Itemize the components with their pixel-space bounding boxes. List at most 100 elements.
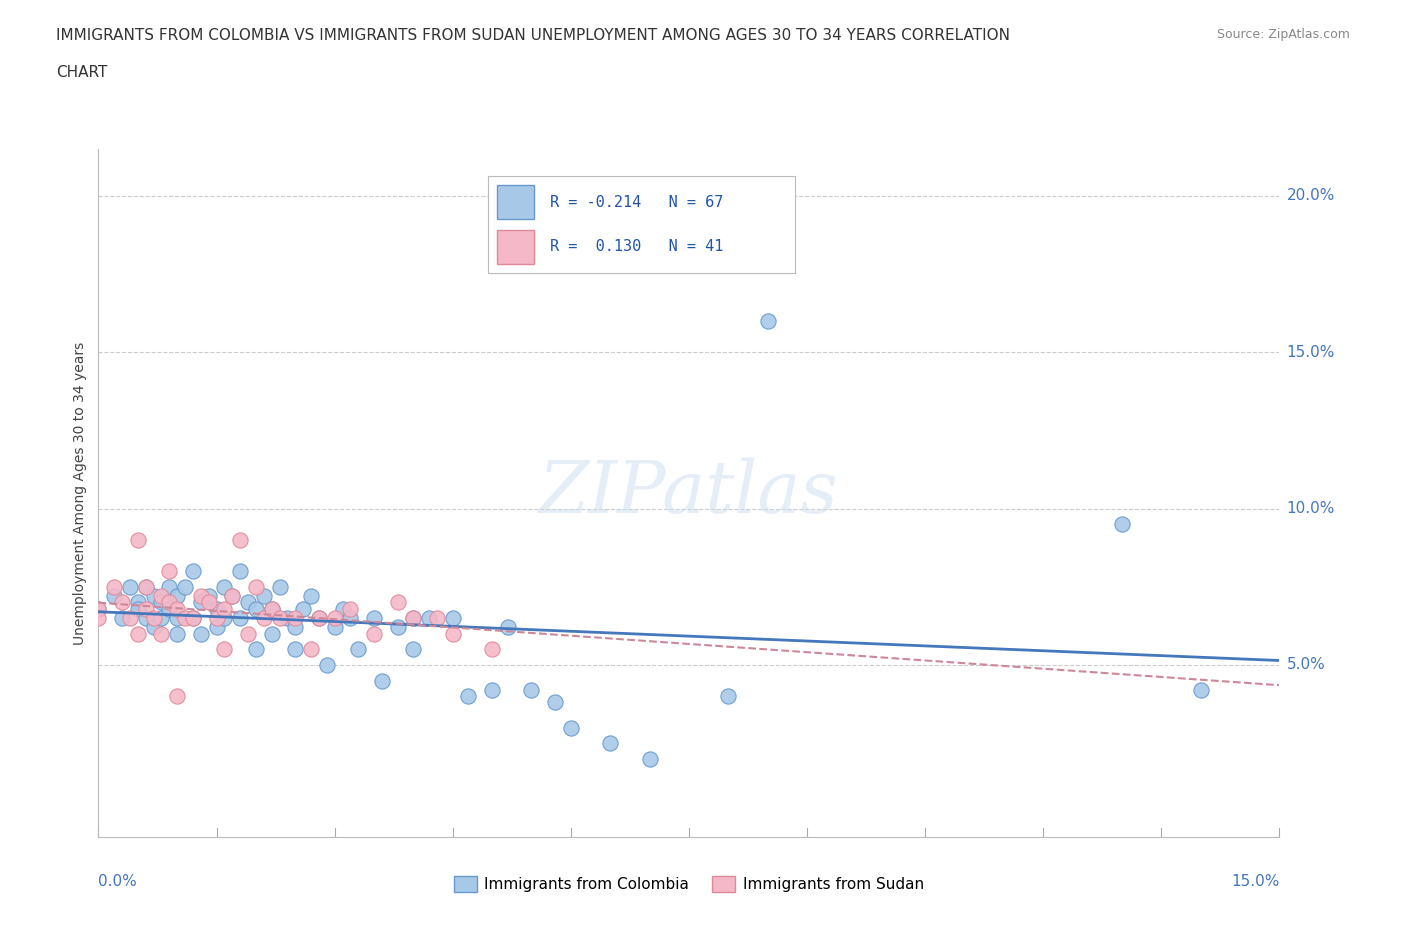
Point: [157, 601, 180, 616]
Point: [441, 626, 464, 641]
Point: [284, 642, 307, 657]
Point: [363, 611, 385, 626]
Text: 15.0%: 15.0%: [1232, 874, 1279, 889]
Point: [135, 601, 157, 616]
Point: [402, 611, 425, 626]
Point: [387, 595, 409, 610]
Point: [135, 611, 157, 626]
Point: [276, 611, 298, 626]
Point: [127, 532, 149, 547]
Point: [323, 611, 346, 626]
Point: [118, 611, 141, 626]
Point: [181, 611, 204, 626]
Point: [481, 642, 503, 657]
Point: [157, 595, 180, 610]
Point: [457, 689, 479, 704]
Point: [166, 601, 188, 616]
Point: [103, 589, 125, 604]
Point: [292, 601, 315, 616]
Point: [127, 595, 149, 610]
Point: [332, 601, 354, 616]
Point: [118, 579, 141, 594]
Point: [638, 751, 661, 766]
Point: [402, 642, 425, 657]
Point: [1189, 683, 1212, 698]
Point: [127, 601, 149, 616]
Point: [236, 595, 259, 610]
Text: Source: ZipAtlas.com: Source: ZipAtlas.com: [1216, 28, 1350, 41]
Point: [308, 611, 330, 626]
Point: [229, 564, 252, 578]
Point: [197, 595, 219, 610]
Text: CHART: CHART: [56, 65, 108, 80]
Point: [150, 595, 173, 610]
Text: R = -0.214   N = 67: R = -0.214 N = 67: [550, 195, 723, 210]
Point: [190, 595, 212, 610]
Point: [229, 532, 252, 547]
Point: [205, 601, 228, 616]
Point: [245, 601, 267, 616]
Point: [599, 736, 621, 751]
Point: [236, 626, 259, 641]
Point: [150, 611, 173, 626]
Text: 15.0%: 15.0%: [1286, 345, 1334, 360]
Point: [756, 313, 779, 328]
Point: [426, 611, 449, 626]
Point: [221, 589, 243, 604]
Point: [142, 620, 165, 635]
Point: [284, 620, 307, 635]
Point: [166, 589, 188, 604]
Point: [269, 579, 291, 594]
Point: [544, 695, 567, 710]
Point: [205, 620, 228, 635]
Point: [284, 611, 307, 626]
Point: [150, 589, 173, 604]
Point: [260, 601, 283, 616]
Point: [166, 611, 188, 626]
Point: [197, 589, 219, 604]
FancyBboxPatch shape: [498, 185, 534, 219]
Point: [103, 579, 125, 594]
Point: [181, 564, 204, 578]
Point: [135, 579, 157, 594]
Point: [339, 611, 361, 626]
Point: [157, 564, 180, 578]
Point: [87, 601, 110, 616]
Point: [127, 626, 149, 641]
Point: [560, 720, 582, 735]
Point: [157, 579, 180, 594]
FancyBboxPatch shape: [498, 231, 534, 264]
Point: [299, 589, 322, 604]
Point: [260, 626, 283, 641]
Point: [387, 620, 409, 635]
Point: [717, 689, 740, 704]
Point: [214, 601, 236, 616]
Point: [339, 601, 361, 616]
Point: [174, 611, 197, 626]
Point: [190, 589, 212, 604]
Point: [87, 601, 110, 616]
Point: [142, 611, 165, 626]
Point: [1111, 517, 1133, 532]
Point: [245, 579, 267, 594]
Point: [418, 611, 440, 626]
Point: [253, 589, 276, 604]
Text: 5.0%: 5.0%: [1286, 658, 1326, 672]
Point: [111, 595, 134, 610]
Point: [166, 689, 188, 704]
Text: 10.0%: 10.0%: [1286, 501, 1334, 516]
Point: [229, 611, 252, 626]
Point: [402, 611, 425, 626]
Point: [315, 658, 337, 672]
Point: [221, 589, 243, 604]
Point: [481, 683, 503, 698]
Point: [441, 611, 464, 626]
Point: [142, 589, 165, 604]
Point: [363, 626, 385, 641]
Point: [205, 611, 228, 626]
Point: [269, 611, 291, 626]
Point: [308, 611, 330, 626]
Point: [150, 626, 173, 641]
Point: [214, 611, 236, 626]
Point: [245, 642, 267, 657]
